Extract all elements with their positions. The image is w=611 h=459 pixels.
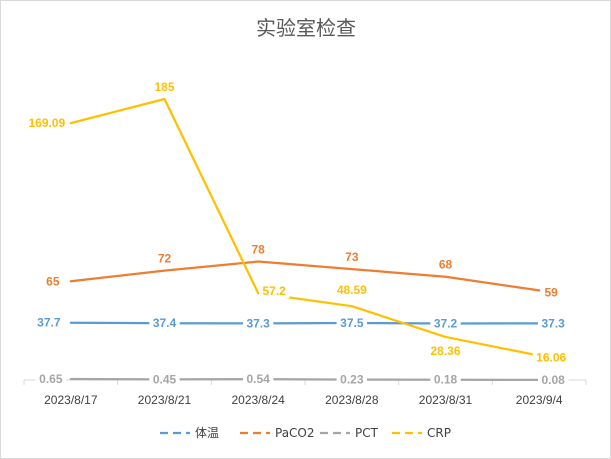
data-label: 37.3 (246, 316, 270, 330)
x-tick-label: 2023/8/24 (231, 393, 285, 407)
data-label-bg (430, 373, 461, 387)
data-label-bg (427, 344, 464, 358)
data-label-bg (155, 252, 174, 266)
data-label: 0.08 (541, 373, 565, 387)
data-label-bg (35, 373, 67, 387)
x-tick-label: 2023/8/21 (138, 393, 192, 407)
data-label-bg (542, 286, 560, 300)
data-label-bg (242, 317, 274, 331)
data-label-bg (336, 317, 368, 331)
data-label: 48.59 (337, 283, 367, 297)
data-label: 0.54 (246, 372, 270, 386)
data-label-bg (152, 80, 177, 94)
legend-item-0[interactable]: 体温 (160, 426, 219, 440)
data-label: 0.45 (153, 372, 177, 386)
series-line-1 (69, 260, 541, 292)
data-label-bg (249, 243, 267, 257)
data-label-bg (25, 117, 69, 131)
data-label: 37.2 (434, 316, 458, 330)
data-label-bg (44, 275, 62, 289)
data-label: 78 (251, 243, 265, 257)
legend-label: PaCO2 (275, 426, 315, 440)
data-label: 185 (154, 80, 174, 94)
data-label: 0.65 (39, 372, 63, 386)
data-label-bg (336, 373, 368, 387)
data-label-bg (242, 373, 274, 387)
series-line-0 (69, 321, 541, 325)
data-label-bg (537, 373, 569, 387)
data-label-bg (430, 317, 461, 331)
data-label: 59 (544, 285, 558, 299)
data-label-bg (333, 284, 371, 298)
legend-label: PCT (355, 426, 379, 440)
data-label: 73 (345, 250, 359, 264)
data-label: 72 (158, 252, 172, 266)
data-label-bg (537, 317, 569, 331)
series-line-2 (69, 377, 541, 382)
data-label: 169.09 (28, 116, 65, 130)
data-label: 28.36 (430, 344, 460, 358)
data-label: 68 (439, 258, 453, 272)
legend-item-1[interactable]: PaCO2 (240, 426, 315, 440)
data-label: 37.7 (37, 316, 61, 330)
legend-item-3[interactable]: CRP (392, 426, 451, 440)
data-label-bg (436, 258, 455, 272)
legend-label: 体温 (195, 426, 219, 440)
data-label: 65 (46, 274, 60, 288)
data-label-bg (149, 317, 180, 331)
data-label: 0.23 (340, 373, 364, 387)
x-tick-label: 2023/8/28 (325, 393, 379, 407)
legend-item-2[interactable]: PCT (320, 426, 379, 440)
data-label-bg (343, 251, 361, 265)
x-tick-label: 2023/8/31 (419, 393, 473, 407)
data-label: 0.18 (434, 373, 458, 387)
data-label: 57.2 (262, 284, 286, 298)
x-tick-label: 2023/9/4 (516, 393, 563, 407)
data-label: 37.4 (153, 316, 177, 330)
x-tick-label: 2023/8/17 (44, 393, 98, 407)
legend-label: CRP (427, 426, 451, 440)
data-label-bg (532, 351, 570, 365)
data-label: 16.06 (536, 351, 566, 365)
data-label-bg (33, 316, 65, 330)
series-line-3 (69, 97, 541, 357)
data-label: 37.5 (340, 316, 364, 330)
data-label-bg (149, 373, 180, 387)
data-label-bg (258, 285, 290, 299)
chart-title: 实验室检查 (256, 16, 356, 40)
data-label: 37.3 (541, 316, 565, 330)
